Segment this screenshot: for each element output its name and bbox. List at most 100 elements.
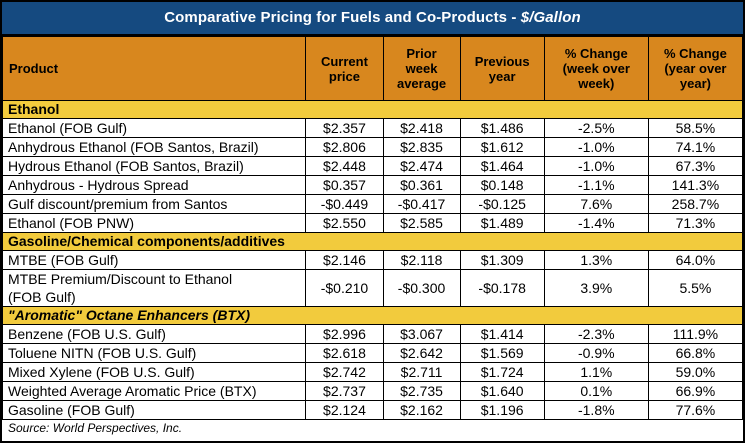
- cell-value: 7.6%: [543, 194, 649, 214]
- table-row: Hydrous Ethanol (FOB Santos, Brazil) $2.4…: [2, 156, 743, 176]
- section-title: Gasoline/Chemical components/additives: [2, 232, 743, 251]
- section-header-row: "Aromatic" Octane Enhancers (BTX): [2, 306, 743, 325]
- cell-value: 66.8%: [647, 343, 743, 363]
- cell-value: 3.9%: [543, 269, 649, 307]
- cell-product: MTBE Premium/Discount to Ethanol (FOB Gu…: [2, 269, 307, 307]
- cell-value: 59.0%: [647, 362, 743, 382]
- source-note: Source: World Perspectives, Inc.: [8, 421, 183, 435]
- column-header-pct-change-wow: % Change (week over week): [543, 36, 649, 101]
- cell-value: 111.9%: [647, 324, 743, 344]
- cell-value: $2.735: [382, 381, 461, 401]
- cell-value: $2.146: [305, 250, 384, 270]
- cell-value: $0.361: [382, 175, 461, 195]
- cell-value: $1.486: [459, 118, 545, 138]
- cell-value: 66.9%: [647, 381, 743, 401]
- cell-value: $2.162: [382, 400, 461, 420]
- cell-value: 64.0%: [647, 250, 743, 270]
- cell-value: $2.550: [305, 213, 384, 233]
- table-body: Ethanol Ethanol (FOB Gulf) $2.357 $2.418 $1.…: [2, 100, 743, 420]
- cell-value: -1.8%: [543, 400, 649, 420]
- cell-value: -1.0%: [543, 137, 649, 157]
- table-row: Toluene NITN (FOB U.S. Gulf) $2.618 $2.642…: [2, 343, 743, 363]
- cell-value: -$0.125: [459, 194, 545, 214]
- cell-value: 71.3%: [647, 213, 743, 233]
- cell-value: $1.414: [459, 324, 545, 344]
- cell-value: 141.3%: [647, 175, 743, 195]
- section-header-row: Gasoline/Chemical components/additives: [2, 232, 743, 251]
- column-header-current-price: Current price: [305, 36, 384, 101]
- table-title: Comparative Pricing for Fuels and Co-Pro…: [2, 2, 743, 36]
- cell-value: -$0.449: [305, 194, 384, 214]
- table-row: Benzene (FOB U.S. Gulf) $2.996 $3.067 $1.41…: [2, 324, 743, 344]
- cell-value: -1.1%: [543, 175, 649, 195]
- cell-value: -0.9%: [543, 343, 649, 363]
- cell-value: 1.1%: [543, 362, 649, 382]
- cell-value: $2.737: [305, 381, 384, 401]
- cell-value: 1.3%: [543, 250, 649, 270]
- table-row: MTBE Premium/Discount to Ethanol (FOB Gu…: [2, 269, 743, 307]
- cell-value: $2.448: [305, 156, 384, 176]
- cell-value: $1.196: [459, 400, 545, 420]
- table-row: Weighted Average Aromatic Price (BTX) $2.…: [2, 381, 743, 401]
- cell-value: $2.618: [305, 343, 384, 363]
- cell-value: $1.612: [459, 137, 545, 157]
- column-header-row: Product Current price Prior week average…: [2, 36, 743, 101]
- cell-value: $2.996: [305, 324, 384, 344]
- table-row: MTBE (FOB Gulf) $2.146 $2.118 $1.309 1.3% 64.…: [2, 250, 743, 270]
- cell-product: Toluene NITN (FOB U.S. Gulf): [2, 343, 307, 363]
- cell-product: Anhydrous - Hydrous Spread: [2, 175, 307, 195]
- cell-value: -$0.300: [382, 269, 461, 307]
- cell-product: Mixed Xylene (FOB U.S. Gulf): [2, 362, 307, 382]
- cell-value: -1.0%: [543, 156, 649, 176]
- cell-product: Ethanol (FOB Gulf): [2, 118, 307, 138]
- table-row: Gulf discount/premium from Santos -$0.449…: [2, 194, 743, 214]
- cell-value: $1.489: [459, 213, 545, 233]
- cell-value: $1.724: [459, 362, 545, 382]
- cell-value: $2.357: [305, 118, 384, 138]
- cell-value: 258.7%: [647, 194, 743, 214]
- cell-value: $2.418: [382, 118, 461, 138]
- cell-product: Gasoline (FOB Gulf): [2, 400, 307, 420]
- section-header-row: Ethanol: [2, 100, 743, 119]
- cell-value: -$0.417: [382, 194, 461, 214]
- cell-value: 0.1%: [543, 381, 649, 401]
- cell-value: 67.3%: [647, 156, 743, 176]
- cell-value: -1.4%: [543, 213, 649, 233]
- column-header-previous-year: Previous year: [459, 36, 545, 101]
- cell-product: Gulf discount/premium from Santos: [2, 194, 307, 214]
- section-title: Ethanol: [2, 100, 743, 119]
- cell-value: 5.5%: [647, 269, 743, 307]
- fuel-pricing-grid: Product Current price Prior week average…: [2, 36, 743, 420]
- cell-product: Weighted Average Aromatic Price (BTX): [2, 381, 307, 401]
- cell-value: 74.1%: [647, 137, 743, 157]
- table-row: Ethanol (FOB PNW) $2.550 $2.585 $1.489 -1.4%…: [2, 213, 743, 233]
- table-title-main: Comparative Pricing for Fuels and Co-Pro…: [164, 9, 521, 26]
- cell-product: Hydrous Ethanol (FOB Santos, Brazil): [2, 156, 307, 176]
- cell-value: $2.124: [305, 400, 384, 420]
- cell-product: MTBE (FOB Gulf): [2, 250, 307, 270]
- cell-value: $2.585: [382, 213, 461, 233]
- cell-value: $2.835: [382, 137, 461, 157]
- column-header-product: Product: [2, 36, 307, 101]
- cell-value: $2.711: [382, 362, 461, 382]
- cell-value: -2.3%: [543, 324, 649, 344]
- cell-value: -$0.210: [305, 269, 384, 307]
- cell-product: Ethanol (FOB PNW): [2, 213, 307, 233]
- table-row: Gasoline (FOB Gulf) $2.124 $2.162 $1.196 -1.…: [2, 400, 743, 420]
- table-row: Anhydrous Ethanol (FOB Santos, Brazil) $2…: [2, 137, 743, 157]
- column-header-pct-change-yoy: % Change (year over year): [647, 36, 743, 101]
- cell-value: $2.474: [382, 156, 461, 176]
- cell-product: Benzene (FOB U.S. Gulf): [2, 324, 307, 344]
- column-header-prior-week-average: Prior week average: [382, 36, 461, 101]
- cell-value: $1.640: [459, 381, 545, 401]
- cell-value: $2.806: [305, 137, 384, 157]
- cell-value: $2.642: [382, 343, 461, 363]
- section-title: "Aromatic" Octane Enhancers (BTX): [2, 306, 743, 325]
- cell-value: 58.5%: [647, 118, 743, 138]
- table-row: Ethanol (FOB Gulf) $2.357 $2.418 $1.486 -2.5…: [2, 118, 743, 138]
- cell-value: $0.148: [459, 175, 545, 195]
- cell-value: $1.464: [459, 156, 545, 176]
- cell-value: $3.067: [382, 324, 461, 344]
- table-row: Anhydrous - Hydrous Spread $0.357 $0.361 $0…: [2, 175, 743, 195]
